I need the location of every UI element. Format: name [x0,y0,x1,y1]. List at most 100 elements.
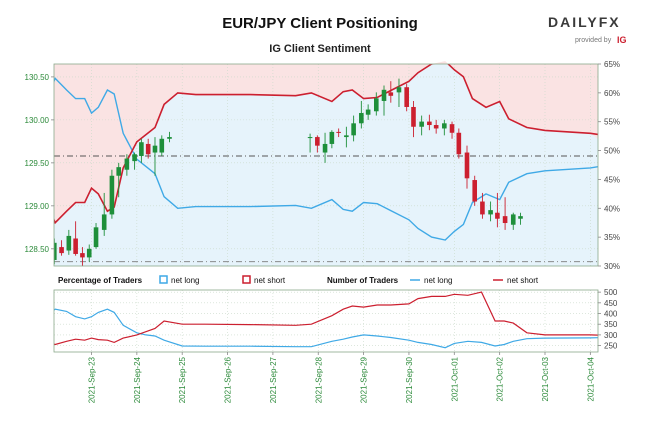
candle-body [359,112,364,124]
legend-net-short-swatch [242,275,251,284]
candle-body [307,137,313,139]
price-tick-label: 129.50 [25,159,50,168]
candle-body [124,158,130,170]
candle-body [66,235,72,251]
chart-subtitle: IG Client Sentiment [269,43,371,55]
sentiment-lines [54,64,598,263]
traders-tick-label: 500 [604,288,618,297]
candle-body [456,132,462,155]
candle-body [411,106,416,127]
net-short-percent-line [54,64,598,225]
price-panel-border [53,63,599,267]
percent-tick-label: 40% [604,204,620,213]
candle-body [472,180,478,202]
candle-body [109,175,115,215]
percent-tick-label: 55% [604,118,620,127]
candle-body [344,135,349,138]
candle-body [502,216,508,224]
dailyfx-logo: DAILYFX provided by IG [548,14,627,45]
traders-tick-label: 400 [604,310,618,319]
candle-body [433,125,439,129]
price-axis: 128.50 129.00 129.50 130.00 130.50 [25,73,54,254]
candle-body [388,92,394,96]
net-long-traders-line [54,308,598,349]
chart-title: EUR/JPY Client Positioning [222,15,418,32]
candle-body [336,131,341,133]
brand-tagline: provided by [575,37,612,44]
price-panel [54,61,598,266]
date-tick-label: 2021-Oct-03 [541,356,550,401]
candle-body [480,201,485,215]
candle-body [139,142,144,156]
short-zone [54,61,598,223]
date-tick-label: 2021-Sep-23 [88,356,97,403]
candle-body [80,253,85,258]
price-tick-label: 128.50 [25,245,50,254]
candle-body [373,98,379,112]
price-tick-label: 130.00 [25,116,50,125]
candle-body [609,214,614,218]
net-short-traders-line [54,291,598,346]
candle-body [73,238,78,254]
candle-body [132,154,137,162]
price-tick-label: 130.50 [25,73,50,82]
candles [54,78,628,266]
legend-net-long-swatch [159,275,168,284]
price-tick-label: 129.00 [25,202,50,211]
candle-body [464,152,470,179]
candle-body [427,121,432,126]
traders-tick-label: 300 [604,331,618,340]
candle-body [59,247,64,254]
candle-body [351,123,356,136]
legend-percentage-title: Percentage of Traders [58,276,143,285]
candle-body [510,214,516,225]
candle-body [518,216,523,219]
percent-tick-label: 30% [604,262,620,271]
date-tick-label: 2021-Oct-04 [586,356,595,401]
percent-tick-label: 50% [604,147,620,156]
traders-tick-label: 350 [604,320,618,329]
brand-name: DAILYFX [548,14,621,30]
percent-tick-label: 45% [604,175,620,184]
date-tick-label: 2021-Sep-28 [314,356,323,403]
lower-legend: Percentage of Traders net long net short… [58,275,539,285]
candle-body [322,143,328,153]
date-tick-label: 2021-Sep-29 [360,356,369,403]
candle-body [315,137,320,146]
legend-num-net-short: net short [507,276,539,285]
candle-body [616,214,621,216]
candle-body [495,212,500,219]
candle-body [419,121,424,127]
traders-lines [54,291,598,349]
candle-body [54,242,57,260]
date-tick-label: 2021-Sep-25 [178,356,187,403]
candle-body [152,145,158,153]
net-long-percent-line [54,77,598,241]
candle-body [442,123,447,129]
candle-body [329,131,335,144]
candle-body [449,124,455,133]
date-tick-label: 2021-Sep-26 [224,356,233,403]
percent-tick-label: 60% [604,89,620,98]
date-tick-label: 2021-Oct-01 [450,356,459,401]
date-tick-label: 2021-Sep-30 [405,356,414,403]
legend-number-title: Number of Traders [327,276,399,285]
traders-tick-label: 250 [604,342,618,351]
traders-panel-border [53,289,599,353]
candle-body [488,210,493,215]
candle-body [396,87,402,93]
candle-body [404,87,409,107]
candle-body [623,189,628,215]
percent-axis: 30% 35% 40% 45% 50% 55% 60% 65% [598,60,620,271]
candle-body [365,109,371,115]
candle-body [86,248,92,258]
candle-body [93,227,99,248]
candle-body [167,137,172,139]
candle-body [381,89,387,101]
legend-num-net-long: net long [424,276,452,285]
date-tick-label: 2021-Sep-24 [133,356,142,403]
date-tick-label: 2021-Sep-27 [269,356,278,403]
